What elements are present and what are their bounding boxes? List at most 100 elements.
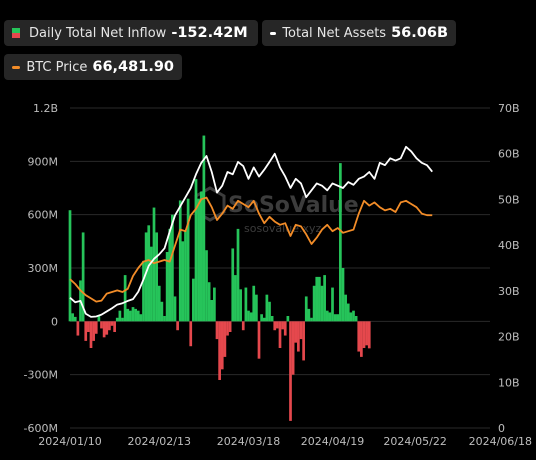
inflow-bar[interactable] (336, 314, 340, 322)
inflow-bar[interactable] (220, 321, 224, 370)
inflow-bar[interactable] (131, 307, 135, 322)
inflow-bar[interactable] (213, 287, 216, 322)
inflow-bar[interactable] (283, 321, 287, 336)
inflow-bar[interactable] (294, 321, 298, 343)
inflow-bar[interactable] (113, 321, 116, 332)
inflow-bar[interactable] (318, 276, 321, 322)
inflow-bar[interactable] (349, 312, 353, 322)
inflow-bar[interactable] (115, 317, 119, 322)
inflow-bar[interactable] (205, 250, 208, 322)
inflow-bar[interactable] (176, 321, 179, 331)
total-net-assets-line[interactable] (69, 145, 433, 318)
inflow-bar[interactable] (157, 285, 161, 322)
inflow-bar[interactable] (365, 321, 368, 346)
inflow-bar[interactable] (186, 198, 190, 322)
inflow-bar[interactable] (71, 313, 74, 322)
inflow-bar[interactable] (194, 179, 198, 322)
inflow-bar[interactable] (236, 228, 240, 322)
inflow-bar[interactable] (331, 287, 334, 322)
inflow-bar[interactable] (241, 321, 245, 331)
inflow-bar[interactable] (260, 314, 263, 322)
inflow-bar[interactable] (325, 310, 329, 322)
inflow-bar[interactable] (108, 321, 111, 331)
inflow-bar[interactable] (339, 163, 342, 322)
inflow-bar[interactable] (352, 310, 355, 322)
inflow-bar[interactable] (181, 241, 185, 322)
inflow-bar[interactable] (320, 285, 324, 322)
inflow-bar[interactable] (207, 282, 211, 322)
inflow-bar[interactable] (73, 316, 77, 322)
btc-price-line[interactable] (69, 196, 433, 303)
inflow-bar[interactable] (344, 294, 347, 322)
inflow-bar[interactable] (341, 268, 345, 322)
inflow-bar[interactable] (323, 275, 326, 322)
inflow-bar[interactable] (87, 321, 90, 332)
inflow-bar[interactable] (289, 321, 292, 421)
inflow-bar[interactable] (299, 321, 303, 340)
inflow-bar[interactable] (150, 246, 153, 322)
inflow-bar[interactable] (247, 310, 250, 322)
inflow-bar[interactable] (244, 287, 248, 322)
inflow-bar[interactable] (94, 321, 98, 334)
inflow-bar[interactable] (255, 294, 258, 322)
inflow-bar[interactable] (328, 312, 332, 322)
inflow-bar[interactable] (123, 275, 127, 322)
inflow-bar[interactable] (357, 321, 361, 352)
inflow-bar[interactable] (312, 285, 316, 322)
inflow-bar[interactable] (202, 135, 206, 322)
inflow-bar[interactable] (346, 303, 350, 322)
inflow-bar[interactable] (360, 321, 363, 357)
inflow-bar[interactable] (354, 316, 358, 322)
inflow-bar[interactable] (362, 321, 366, 348)
inflow-bar[interactable] (168, 228, 172, 322)
inflow-bar[interactable] (226, 321, 229, 336)
inflow-bar[interactable] (215, 321, 219, 340)
inflow-bar[interactable] (102, 321, 106, 338)
inflow-bar[interactable] (231, 248, 235, 322)
inflow-bar[interactable] (276, 321, 279, 329)
inflow-bar[interactable] (163, 316, 166, 322)
inflow-bar[interactable] (178, 200, 182, 322)
legend-assets[interactable]: Total Net Assets 56.06B (262, 20, 456, 46)
inflow-bar[interactable] (310, 317, 313, 322)
inflow-bar[interactable] (136, 310, 140, 322)
inflow-bar[interactable] (76, 321, 80, 336)
inflow-bar[interactable] (199, 191, 203, 322)
inflow-bar[interactable] (291, 321, 295, 375)
inflow-bar[interactable] (257, 321, 261, 359)
inflow-bar[interactable] (68, 210, 72, 322)
inflow-bar[interactable] (333, 314, 337, 322)
inflow-bar[interactable] (315, 276, 319, 322)
inflow-bar[interactable] (273, 321, 277, 331)
inflow-bar[interactable] (249, 312, 253, 322)
inflow-bar[interactable] (121, 317, 124, 322)
inflow-bar[interactable] (367, 321, 371, 349)
inflow-bar[interactable] (189, 321, 193, 347)
inflow-bar[interactable] (100, 321, 103, 329)
inflow-bar[interactable] (307, 308, 311, 322)
inflow-bar[interactable] (286, 316, 290, 322)
inflow-bar[interactable] (118, 310, 122, 322)
inflow-bar[interactable] (81, 232, 85, 322)
inflow-bar[interactable] (129, 310, 132, 322)
inflow-bar[interactable] (218, 321, 221, 380)
inflow-bar[interactable] (270, 316, 274, 322)
legend-inflow[interactable]: Daily Total Net Inflow -152.42M (4, 20, 258, 46)
inflow-bar[interactable] (268, 301, 271, 322)
inflow-bar[interactable] (105, 321, 109, 335)
inflow-bar[interactable] (265, 294, 269, 322)
inflow-bar[interactable] (152, 207, 156, 322)
inflow-bar[interactable] (165, 252, 169, 322)
inflow-bar[interactable] (210, 300, 214, 322)
inflow-bar[interactable] (171, 214, 174, 322)
inflow-bar[interactable] (92, 321, 95, 341)
legend-btc[interactable]: BTC Price 66,481.90 (4, 54, 182, 80)
inflow-bar[interactable] (304, 296, 308, 322)
inflow-bar[interactable] (278, 321, 282, 348)
inflow-bar[interactable] (110, 321, 114, 326)
inflow-bar[interactable] (173, 296, 177, 322)
inflow-bar[interactable] (89, 321, 93, 348)
inflow-bar[interactable] (184, 230, 187, 322)
inflow-bar[interactable] (281, 321, 284, 330)
inflow-bar[interactable] (147, 225, 151, 322)
